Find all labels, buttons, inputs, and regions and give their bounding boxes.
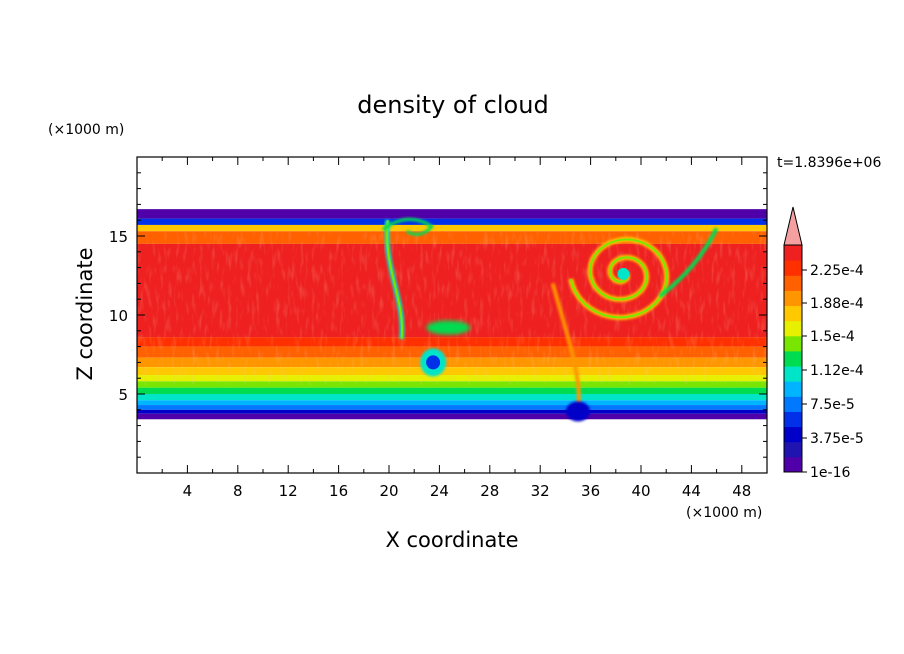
colorbar-swatch (784, 335, 802, 352)
colorbar-swatch (784, 290, 802, 307)
vortex-core (617, 267, 630, 280)
colorbar-extend-max (783, 206, 803, 246)
x-tick-label: 24 (430, 482, 449, 500)
x-unit-label: (×1000 m) (686, 505, 762, 521)
dip-feature (566, 401, 590, 422)
field-texture (137, 232, 767, 385)
colorbar-label: 3.75e-5 (810, 431, 864, 447)
colorbar-label: 1.88e-4 (810, 296, 864, 312)
x-tick-label: 40 (631, 482, 650, 500)
density-field (137, 209, 767, 422)
time-label: t=1.8396e+06 (777, 155, 881, 171)
field-band (137, 409, 767, 414)
top-curl-feature (381, 217, 435, 236)
field-band (137, 405, 767, 410)
colorbar-frame (783, 244, 803, 473)
x-tick-label: 16 (329, 482, 348, 500)
colorbar-label: 1.5e-4 (810, 329, 855, 345)
chart-title: density of cloud (357, 91, 548, 119)
x-tick-label: 36 (581, 482, 600, 500)
colorbar-swatch (784, 396, 802, 412)
y-axis-ticks: 5 10 15 (109, 172, 767, 458)
colorbar-swatch (784, 245, 802, 261)
colorbar-swatch (784, 275, 802, 291)
x-tick-label: 20 (379, 482, 398, 500)
x-axis-label: X coordinate (385, 528, 518, 552)
colorbar-swatch (784, 381, 802, 397)
field-band (137, 394, 767, 401)
right-streak-feature (658, 227, 719, 298)
colorbar-label: 2.25e-4 (810, 263, 864, 279)
x-tick-label: 44 (682, 482, 701, 500)
pocket-core (426, 355, 441, 370)
colorbar-swatch (784, 320, 802, 337)
colorbar: 2.25e-4 1.88e-4 1.5e-4 1.12e-4 7.5e-5 3.75e-5… (783, 206, 864, 481)
x-tick-label: 4 (183, 482, 193, 500)
colorbar-label: 1e-16 (810, 465, 850, 481)
field-band (137, 387, 767, 394)
field-band (137, 224, 767, 232)
x-tick-label: 12 (279, 482, 298, 500)
x-tick-label: 32 (531, 482, 550, 500)
field-band (137, 400, 767, 406)
x-tick-label: 8 (233, 482, 243, 500)
colorbar-swatch (784, 411, 802, 428)
colorbar-swatch (784, 350, 802, 367)
colorbar-swatch (784, 441, 802, 458)
colorbar-swatch (784, 305, 802, 322)
colorbar-swatch (784, 366, 802, 382)
y-unit-label: (×1000 m) (48, 122, 124, 138)
field-band (137, 413, 767, 420)
colorbar-swatch (784, 260, 802, 276)
colorbar-label: 1.12e-4 (810, 363, 864, 379)
colorbar-swatch (784, 456, 802, 473)
colorbar-label: 7.5e-5 (810, 397, 855, 413)
plume-core (386, 220, 404, 339)
y-tick-label: 5 (118, 386, 128, 404)
colorbar-swatch (784, 426, 802, 443)
streak-feature (550, 282, 581, 411)
field-band (137, 209, 767, 219)
y-tick-label: 10 (109, 307, 128, 325)
x-tick-label: 48 (732, 482, 751, 500)
x-axis-ticks: 4 8 12 16 20 24 28 32 36 40 44 48 (161, 157, 751, 500)
x-tick-label: 28 (480, 482, 499, 500)
y-axis-label: Z coordinate (73, 247, 97, 380)
y-tick-label: 15 (109, 228, 128, 246)
pocket-tongue (426, 320, 471, 335)
field-band (137, 218, 767, 225)
